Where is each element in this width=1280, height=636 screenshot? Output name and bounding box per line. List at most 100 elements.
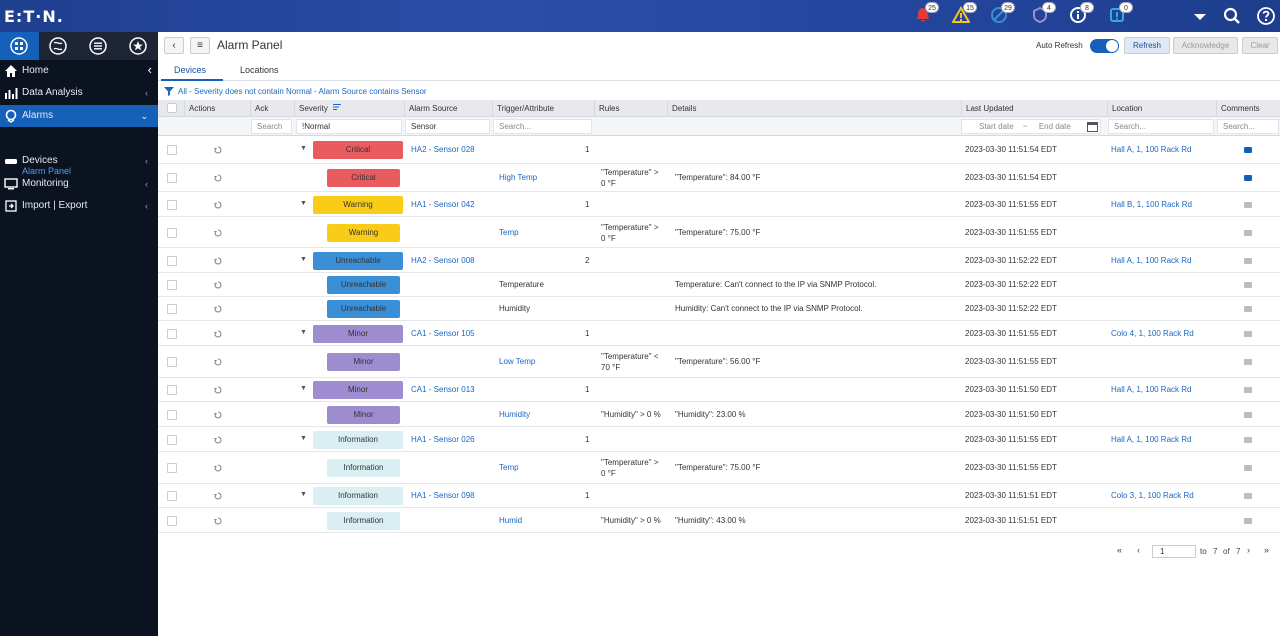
row-checkbox[interactable] (167, 516, 177, 526)
comment-icon[interactable] (1244, 175, 1252, 181)
comments-filter-input[interactable]: Search... (1217, 119, 1279, 134)
trigger-attribute[interactable]: Temp (499, 463, 519, 472)
row-checkbox[interactable] (167, 385, 177, 395)
history-icon[interactable] (214, 281, 222, 289)
col-alarm-source[interactable]: Alarm Source (404, 100, 492, 117)
alarm-group-row[interactable]: ▼ Minor CA1 - Sensor 013 1 2023-03-30 11:51:… (158, 378, 1280, 402)
info-icon[interactable]: 8 (1069, 2, 1094, 26)
location-link[interactable]: Hall A, 1, 100 Rack Rd (1111, 256, 1192, 265)
expand-caret-icon[interactable]: ▼ (300, 145, 307, 152)
alarm-source-link[interactable]: HA2 - Sensor 028 (411, 145, 475, 154)
auto-refresh-toggle[interactable] (1090, 39, 1119, 53)
search-icon[interactable] (1222, 6, 1242, 26)
row-checkbox[interactable] (167, 173, 177, 183)
bell-icon[interactable]: 25 (914, 2, 939, 26)
comment-icon[interactable] (1244, 306, 1252, 312)
notice-icon[interactable]: 0 (1108, 2, 1133, 26)
alarm-detail-row[interactable]: Unreachable Humidity Humidity: Can't conne… (158, 297, 1280, 321)
alarm-source-link[interactable]: CA1 - Sensor 105 (411, 329, 475, 338)
comment-icon[interactable] (1244, 387, 1252, 393)
calendar-icon[interactable] (1087, 121, 1098, 132)
row-checkbox[interactable] (167, 280, 177, 290)
row-checkbox[interactable] (167, 256, 177, 266)
alarm-source-filter-input[interactable]: Sensor (405, 119, 490, 134)
comment-icon[interactable] (1244, 331, 1252, 337)
alarm-group-row[interactable]: ▼ Information HA1 - Sensor 026 1 2023-03-30 … (158, 427, 1280, 452)
row-checkbox[interactable] (167, 435, 177, 445)
ack-filter-input[interactable]: Search (251, 119, 292, 134)
next-page-icon[interactable]: › (1247, 545, 1250, 555)
comment-icon[interactable] (1244, 147, 1252, 153)
trigger-filter-input[interactable]: Search... (493, 119, 592, 134)
row-checkbox[interactable] (167, 200, 177, 210)
tab-favorites[interactable] (119, 32, 158, 60)
trigger-attribute[interactable]: Temp (499, 228, 519, 237)
expand-caret-icon[interactable]: ▼ (300, 329, 307, 336)
end-date-input[interactable]: End date (1038, 122, 1071, 131)
select-all-checkbox[interactable] (167, 103, 177, 113)
comment-icon[interactable] (1244, 412, 1252, 418)
alarm-group-row[interactable]: ▼ Information HA1 - Sensor 098 1 2023-03-30 … (158, 484, 1280, 508)
col-last-updated[interactable]: Last Updated (961, 100, 1107, 117)
location-filter-input[interactable]: Search... (1108, 119, 1214, 134)
alarm-detail-row[interactable]: Information Humid "Humidity" > 0 % "Humidit… (158, 508, 1280, 533)
trigger-attribute[interactable]: Humidity (499, 410, 531, 419)
location-link[interactable]: Hall A, 1, 100 Rack Rd (1111, 385, 1192, 394)
row-checkbox[interactable] (167, 410, 177, 420)
comment-icon[interactable] (1244, 493, 1252, 499)
collapse-sidebar-icon[interactable]: ‹ (147, 62, 152, 77)
history-icon[interactable] (214, 146, 222, 154)
trigger-attribute[interactable]: Humid (499, 516, 523, 525)
row-checkbox[interactable] (167, 228, 177, 238)
sidebar-item-monitoring[interactable]: Monitoring ‹ (0, 173, 158, 195)
eaton-logo[interactable]: E:T·N. (4, 7, 64, 26)
alarm-detail-row[interactable]: Unreachable Temperature Temperature: Can't… (158, 273, 1280, 297)
expand-caret-icon[interactable]: ▼ (300, 435, 307, 442)
comment-icon[interactable] (1244, 465, 1252, 471)
unreachable-icon[interactable]: 29 (990, 2, 1015, 26)
col-severity[interactable]: Severity (294, 100, 404, 117)
date-range-filter[interactable]: Start date ~ End date (961, 119, 1101, 134)
sidebar-subitem-alarm-panel[interactable]: Alarm Panel (0, 161, 158, 181)
alarm-group-row[interactable]: ▼ Critical HA2 - Sensor 028 1 2023-03-30 11:… (158, 136, 1280, 164)
sidebar-item-data-analysis[interactable]: Data Analysis ‹ (0, 82, 158, 104)
history-icon[interactable] (214, 386, 222, 394)
alarm-source-link[interactable]: HA1 - Sensor 042 (411, 200, 475, 209)
alarm-source-link[interactable]: CA1 - Sensor 013 (411, 385, 475, 394)
alarm-detail-row[interactable]: Warning Temp "Temperature" > 0 °F "Temperat… (158, 217, 1280, 248)
expand-caret-icon[interactable]: ▼ (300, 385, 307, 392)
col-actions[interactable]: Actions (184, 100, 250, 117)
col-rules[interactable]: Rules (594, 100, 667, 117)
alarm-group-row[interactable]: ▼ Minor CA1 - Sensor 105 1 2023-03-30 11:51:… (158, 321, 1280, 346)
alarm-detail-row[interactable]: Information Temp "Temperature" > 0 °F "Temp… (158, 452, 1280, 484)
trigger-attribute[interactable]: High Temp (499, 173, 538, 182)
tab-locations[interactable]: Locations (240, 65, 279, 75)
row-checkbox[interactable] (167, 304, 177, 314)
tab-dashboard[interactable] (0, 32, 39, 60)
history-icon[interactable] (214, 358, 222, 366)
comment-icon[interactable] (1244, 518, 1252, 524)
page-number-input[interactable]: 1 (1152, 545, 1196, 558)
clear-button[interactable]: Clear (1242, 37, 1278, 54)
severity-filter-input[interactable]: !Normal (296, 119, 402, 134)
location-link[interactable]: Hall B, 1, 100 Rack Rd (1111, 200, 1192, 209)
row-checkbox[interactable] (167, 357, 177, 367)
first-page-icon[interactable]: « (1117, 545, 1123, 555)
col-location[interactable]: Location (1107, 100, 1216, 117)
back-button[interactable]: ‹ (164, 37, 184, 54)
comment-icon[interactable] (1244, 359, 1252, 365)
comment-icon[interactable] (1244, 258, 1252, 264)
history-icon[interactable] (214, 492, 222, 500)
start-date-input[interactable]: Start date (979, 122, 1014, 131)
sidebar-item-alarms[interactable]: Alarms ⌄ (0, 105, 158, 127)
col-ack[interactable]: Ack (250, 100, 294, 117)
chevron-down-icon[interactable] (1190, 6, 1210, 26)
expand-caret-icon[interactable]: ▼ (300, 256, 307, 263)
history-icon[interactable] (214, 517, 222, 525)
row-checkbox[interactable] (167, 491, 177, 501)
sidebar-item-home[interactable]: Home ‹ (0, 60, 158, 82)
history-icon[interactable] (214, 411, 222, 419)
comment-icon[interactable] (1244, 230, 1252, 236)
history-icon[interactable] (214, 436, 222, 444)
row-checkbox[interactable] (167, 329, 177, 339)
